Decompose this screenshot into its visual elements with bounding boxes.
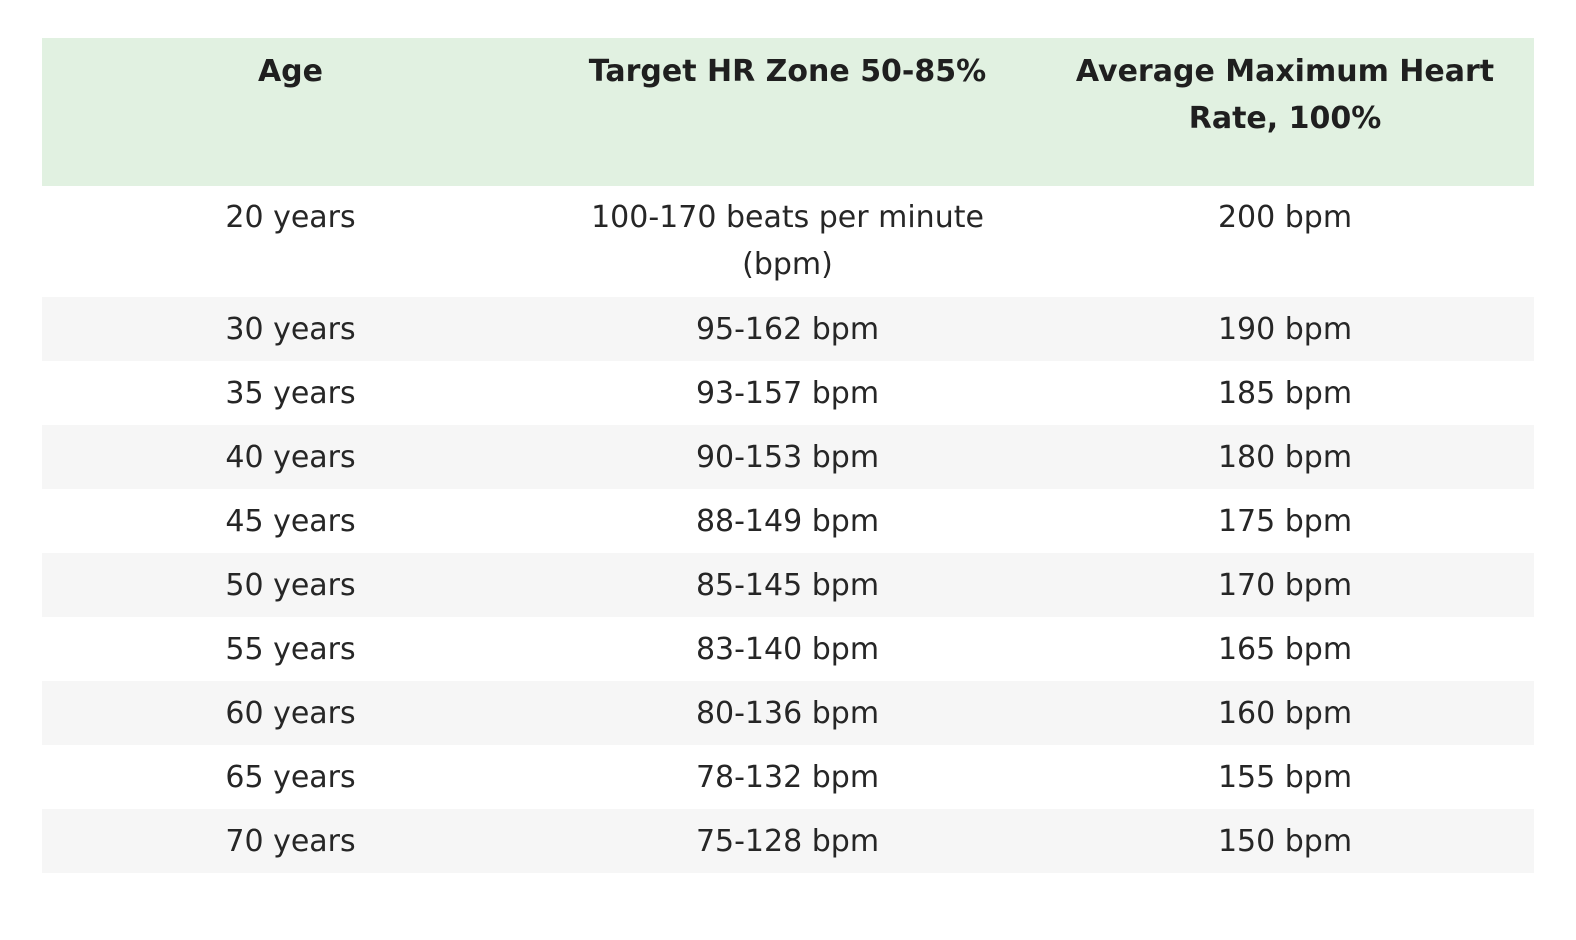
age-cell: 60 years [42,681,539,745]
target-zone-cell: 90-153 bpm [539,425,1036,489]
age-cell: 35 years [42,361,539,425]
age-cell: 50 years [42,553,539,617]
heart-rate-table: Age Target HR Zone 50-85% Average Maximu… [42,38,1534,873]
table-row: 65 years 78-132 bpm 155 bpm [42,745,1534,809]
target-zone-cell: 80-136 bpm [539,681,1036,745]
target-zone-cell: 95-162 bpm [539,297,1036,361]
table-row: 45 years 88-149 bpm 175 bpm [42,489,1534,553]
max-heart-rate-cell: 160 bpm [1036,681,1534,745]
max-heart-rate-cell: 180 bpm [1036,425,1534,489]
table-row: 55 years 83-140 bpm 165 bpm [42,617,1534,681]
age-cell: 30 years [42,297,539,361]
table-header: Age Target HR Zone 50-85% Average Maximu… [42,38,1534,186]
table-row: 50 years 85-145 bpm 170 bpm [42,553,1534,617]
header-row: Age Target HR Zone 50-85% Average Maximu… [42,38,1534,186]
table-row: 35 years 93-157 bpm 185 bpm [42,361,1534,425]
age-cell: 45 years [42,489,539,553]
target-zone-cell: 88-149 bpm [539,489,1036,553]
max-heart-rate-cell: 150 bpm [1036,809,1534,873]
age-cell: 55 years [42,617,539,681]
max-heart-rate-cell: 200 bpm [1036,186,1534,297]
age-cell: 40 years [42,425,539,489]
age-cell: 70 years [42,809,539,873]
max-heart-rate-cell: 190 bpm [1036,297,1534,361]
table-row: 20 years 100-170 beats per minute (bpm) … [42,186,1534,297]
age-cell: 65 years [42,745,539,809]
table-row: 40 years 90-153 bpm 180 bpm [42,425,1534,489]
target-zone-cell: 78-132 bpm [539,745,1036,809]
max-heart-rate-cell: 185 bpm [1036,361,1534,425]
max-heart-rate-cell: 175 bpm [1036,489,1534,553]
table-row: 30 years 95-162 bpm 190 bpm [42,297,1534,361]
max-heart-rate-cell: 165 bpm [1036,617,1534,681]
table-row: 60 years 80-136 bpm 160 bpm [42,681,1534,745]
table-row: 70 years 75-128 bpm 150 bpm [42,809,1534,873]
column-header-max-heart-rate: Average Maximum Heart Rate, 100% [1036,38,1534,186]
heart-rate-table-container: Age Target HR Zone 50-85% Average Maximu… [42,38,1534,873]
target-zone-cell: 100-170 beats per minute (bpm) [539,186,1036,297]
column-header-target-hr-zone: Target HR Zone 50-85% [539,38,1036,186]
column-header-age: Age [42,38,539,186]
target-zone-cell: 75-128 bpm [539,809,1036,873]
target-zone-cell: 83-140 bpm [539,617,1036,681]
age-cell: 20 years [42,186,539,297]
max-heart-rate-cell: 170 bpm [1036,553,1534,617]
max-heart-rate-cell: 155 bpm [1036,745,1534,809]
table-body: 20 years 100-170 beats per minute (bpm) … [42,186,1534,873]
target-zone-cell: 85-145 bpm [539,553,1036,617]
target-zone-cell: 93-157 bpm [539,361,1036,425]
